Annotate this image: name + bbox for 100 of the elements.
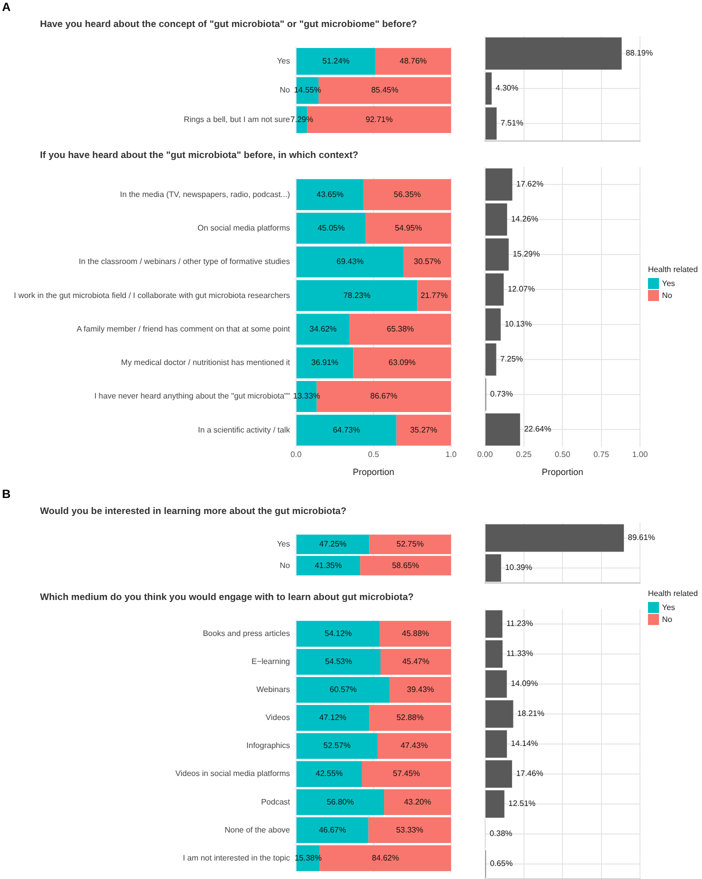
bar [377, 733, 451, 759]
bar [486, 168, 512, 201]
x-tick-label: 0.75 [593, 450, 610, 460]
y-tick-label: Videos in social media platforms [175, 769, 290, 778]
data-label: 36.91% [311, 358, 338, 368]
data-label: 88.19% [626, 48, 653, 58]
bar [390, 677, 451, 703]
chart-title: Have you heard about the concept of "gut microbiota" or "gut microbiome" before? [39, 18, 418, 32]
bar [396, 414, 451, 446]
y-tick-label: A family member / friend has comment on that at some point [76, 324, 291, 334]
y-tick-label: Webinars [256, 685, 290, 694]
data-label: 64.73% [332, 425, 360, 434]
y-tick-label: E−learning [252, 657, 290, 666]
data-label: 57.45% [392, 769, 420, 778]
data-label: 52.57% [323, 741, 351, 750]
y-tick-label: Podcast [261, 797, 291, 806]
data-label: 86.67% [370, 392, 398, 401]
y-tick-label: In a scientific activity / talk [198, 425, 291, 434]
data-label: 54.12% [324, 629, 352, 638]
bar [486, 308, 501, 341]
bar [296, 414, 396, 446]
y-tick-label: In the classroom / webinars / other type of formative studies [78, 257, 290, 266]
data-label: 78.23% [343, 290, 370, 300]
y-tick-label: On social media platforms [198, 223, 290, 232]
data-label: 60.57% [330, 685, 357, 694]
data-label: 7.51% [500, 118, 524, 128]
data-label: 14.26% [511, 214, 538, 224]
legend-label: Yes [662, 278, 676, 288]
bar [296, 733, 378, 759]
data-label: 0.38% [490, 829, 512, 838]
y-tick-label: I work in the gut microbiota field / I collaborate with gut microbiota researchers [14, 290, 290, 300]
x-tick-label: 0.25 [516, 450, 532, 460]
legend-label: No [662, 614, 672, 624]
data-label: 11.33% [506, 649, 534, 658]
x-axis-title: Proportion [542, 467, 584, 478]
data-label: 10.39% [505, 563, 532, 572]
data-label: 43.65% [316, 190, 344, 199]
data-label: 54.53% [324, 657, 352, 666]
data-label: 84.62% [372, 853, 399, 862]
data-label: 21.77% [420, 290, 448, 300]
data-label: 30.57% [414, 257, 441, 266]
x-tick-label: 0.50 [554, 450, 571, 460]
bar [296, 789, 384, 815]
x-tick-label: 1.0 [445, 450, 458, 460]
text: Would you be interested in learning more about the gut microbiota? [39, 505, 348, 519]
data-label: 18.21% [517, 709, 544, 718]
bar [486, 760, 512, 788]
data-label: 48.76% [400, 56, 427, 66]
data-label: 69.43% [336, 257, 364, 266]
bar [296, 347, 354, 378]
bar [380, 620, 451, 647]
bar [404, 246, 451, 278]
bar [486, 238, 509, 271]
data-label: 0.73% [490, 390, 513, 399]
bar [384, 789, 451, 815]
data-label: 51.24% [322, 56, 350, 66]
bar [362, 761, 451, 787]
data-label: 12.07% [508, 284, 535, 294]
data-label: 85.45% [371, 86, 398, 95]
data-label: 45.88% [402, 629, 430, 638]
bar [417, 280, 451, 312]
x-tick-label: 1.00 [632, 450, 648, 460]
bar [296, 761, 362, 787]
legend-label: No [662, 290, 672, 300]
y-tick-label: I have never heard anything about the "gut microbiota"" [94, 392, 290, 401]
data-label: 47.43% [400, 741, 428, 750]
bar [350, 314, 451, 345]
legend-title: Health related [648, 265, 698, 274]
data-label: 52.88% [396, 713, 424, 722]
bar [486, 730, 507, 758]
data-label: 56.35% [394, 190, 421, 199]
y-tick-label: Yes [276, 540, 290, 549]
bar [296, 620, 380, 647]
bar [296, 817, 368, 844]
bar [369, 705, 451, 731]
x-tick-label: 0.0 [290, 450, 302, 460]
data-label: 92.71% [366, 114, 393, 124]
data-label: 53.33% [396, 825, 424, 834]
text: A [1, 0, 12, 14]
bar [296, 212, 366, 244]
y-tick-label: No [280, 86, 291, 95]
data-label: 0.65% [490, 859, 513, 868]
bar [296, 314, 350, 345]
data-label: 14.14% [510, 739, 538, 748]
data-label: 52.75% [396, 540, 424, 549]
data-label: 35.27% [410, 425, 438, 434]
bar [375, 48, 451, 75]
y-tick-label: Infographics [246, 741, 290, 750]
legend-label: Yes [662, 602, 676, 612]
text: B [1, 487, 12, 501]
data-label: 47.25% [319, 540, 346, 549]
data-label: 15.29% [512, 250, 540, 259]
bar [366, 212, 451, 244]
bar [486, 203, 508, 236]
data-label: 22.64% [524, 424, 552, 434]
bar [368, 817, 451, 844]
data-label: 11.23% [506, 619, 533, 628]
data-label: 58.65% [392, 560, 420, 570]
data-label: 12.51% [508, 799, 536, 808]
data-label: 39.43% [406, 685, 434, 694]
